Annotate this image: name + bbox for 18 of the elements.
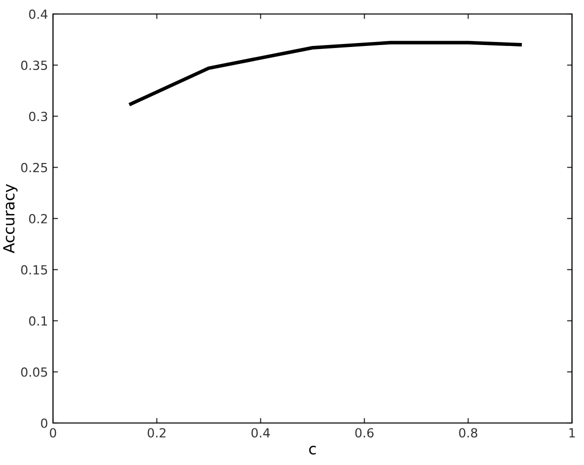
- x-tick-label: 0.4: [251, 428, 270, 438]
- y-tick-label: 0.1: [29, 316, 47, 326]
- x-tick-label: 0.8: [459, 428, 478, 438]
- y-tick-label: 0.25: [21, 162, 48, 172]
- y-tick-label: 0.35: [21, 60, 48, 70]
- y-tick-label: 0: [41, 418, 48, 428]
- x-tick-label: 0.2: [148, 428, 166, 438]
- y-tick-label: 0.15: [21, 265, 48, 275]
- line-series: [129, 40, 522, 106]
- x-tick-label: 0: [50, 428, 56, 438]
- x-tick-label: 1: [569, 428, 575, 438]
- x-axis-title: c: [309, 446, 316, 455]
- y-tick-label: 0.2: [29, 214, 47, 224]
- y-tick-label: 0.05: [21, 367, 48, 377]
- x-tick-label: 0.6: [355, 428, 374, 438]
- y-tick-label: 0.4: [29, 9, 48, 19]
- y-tick-label: 0.3: [29, 112, 48, 122]
- y-axis-title: Accuracy: [3, 184, 18, 254]
